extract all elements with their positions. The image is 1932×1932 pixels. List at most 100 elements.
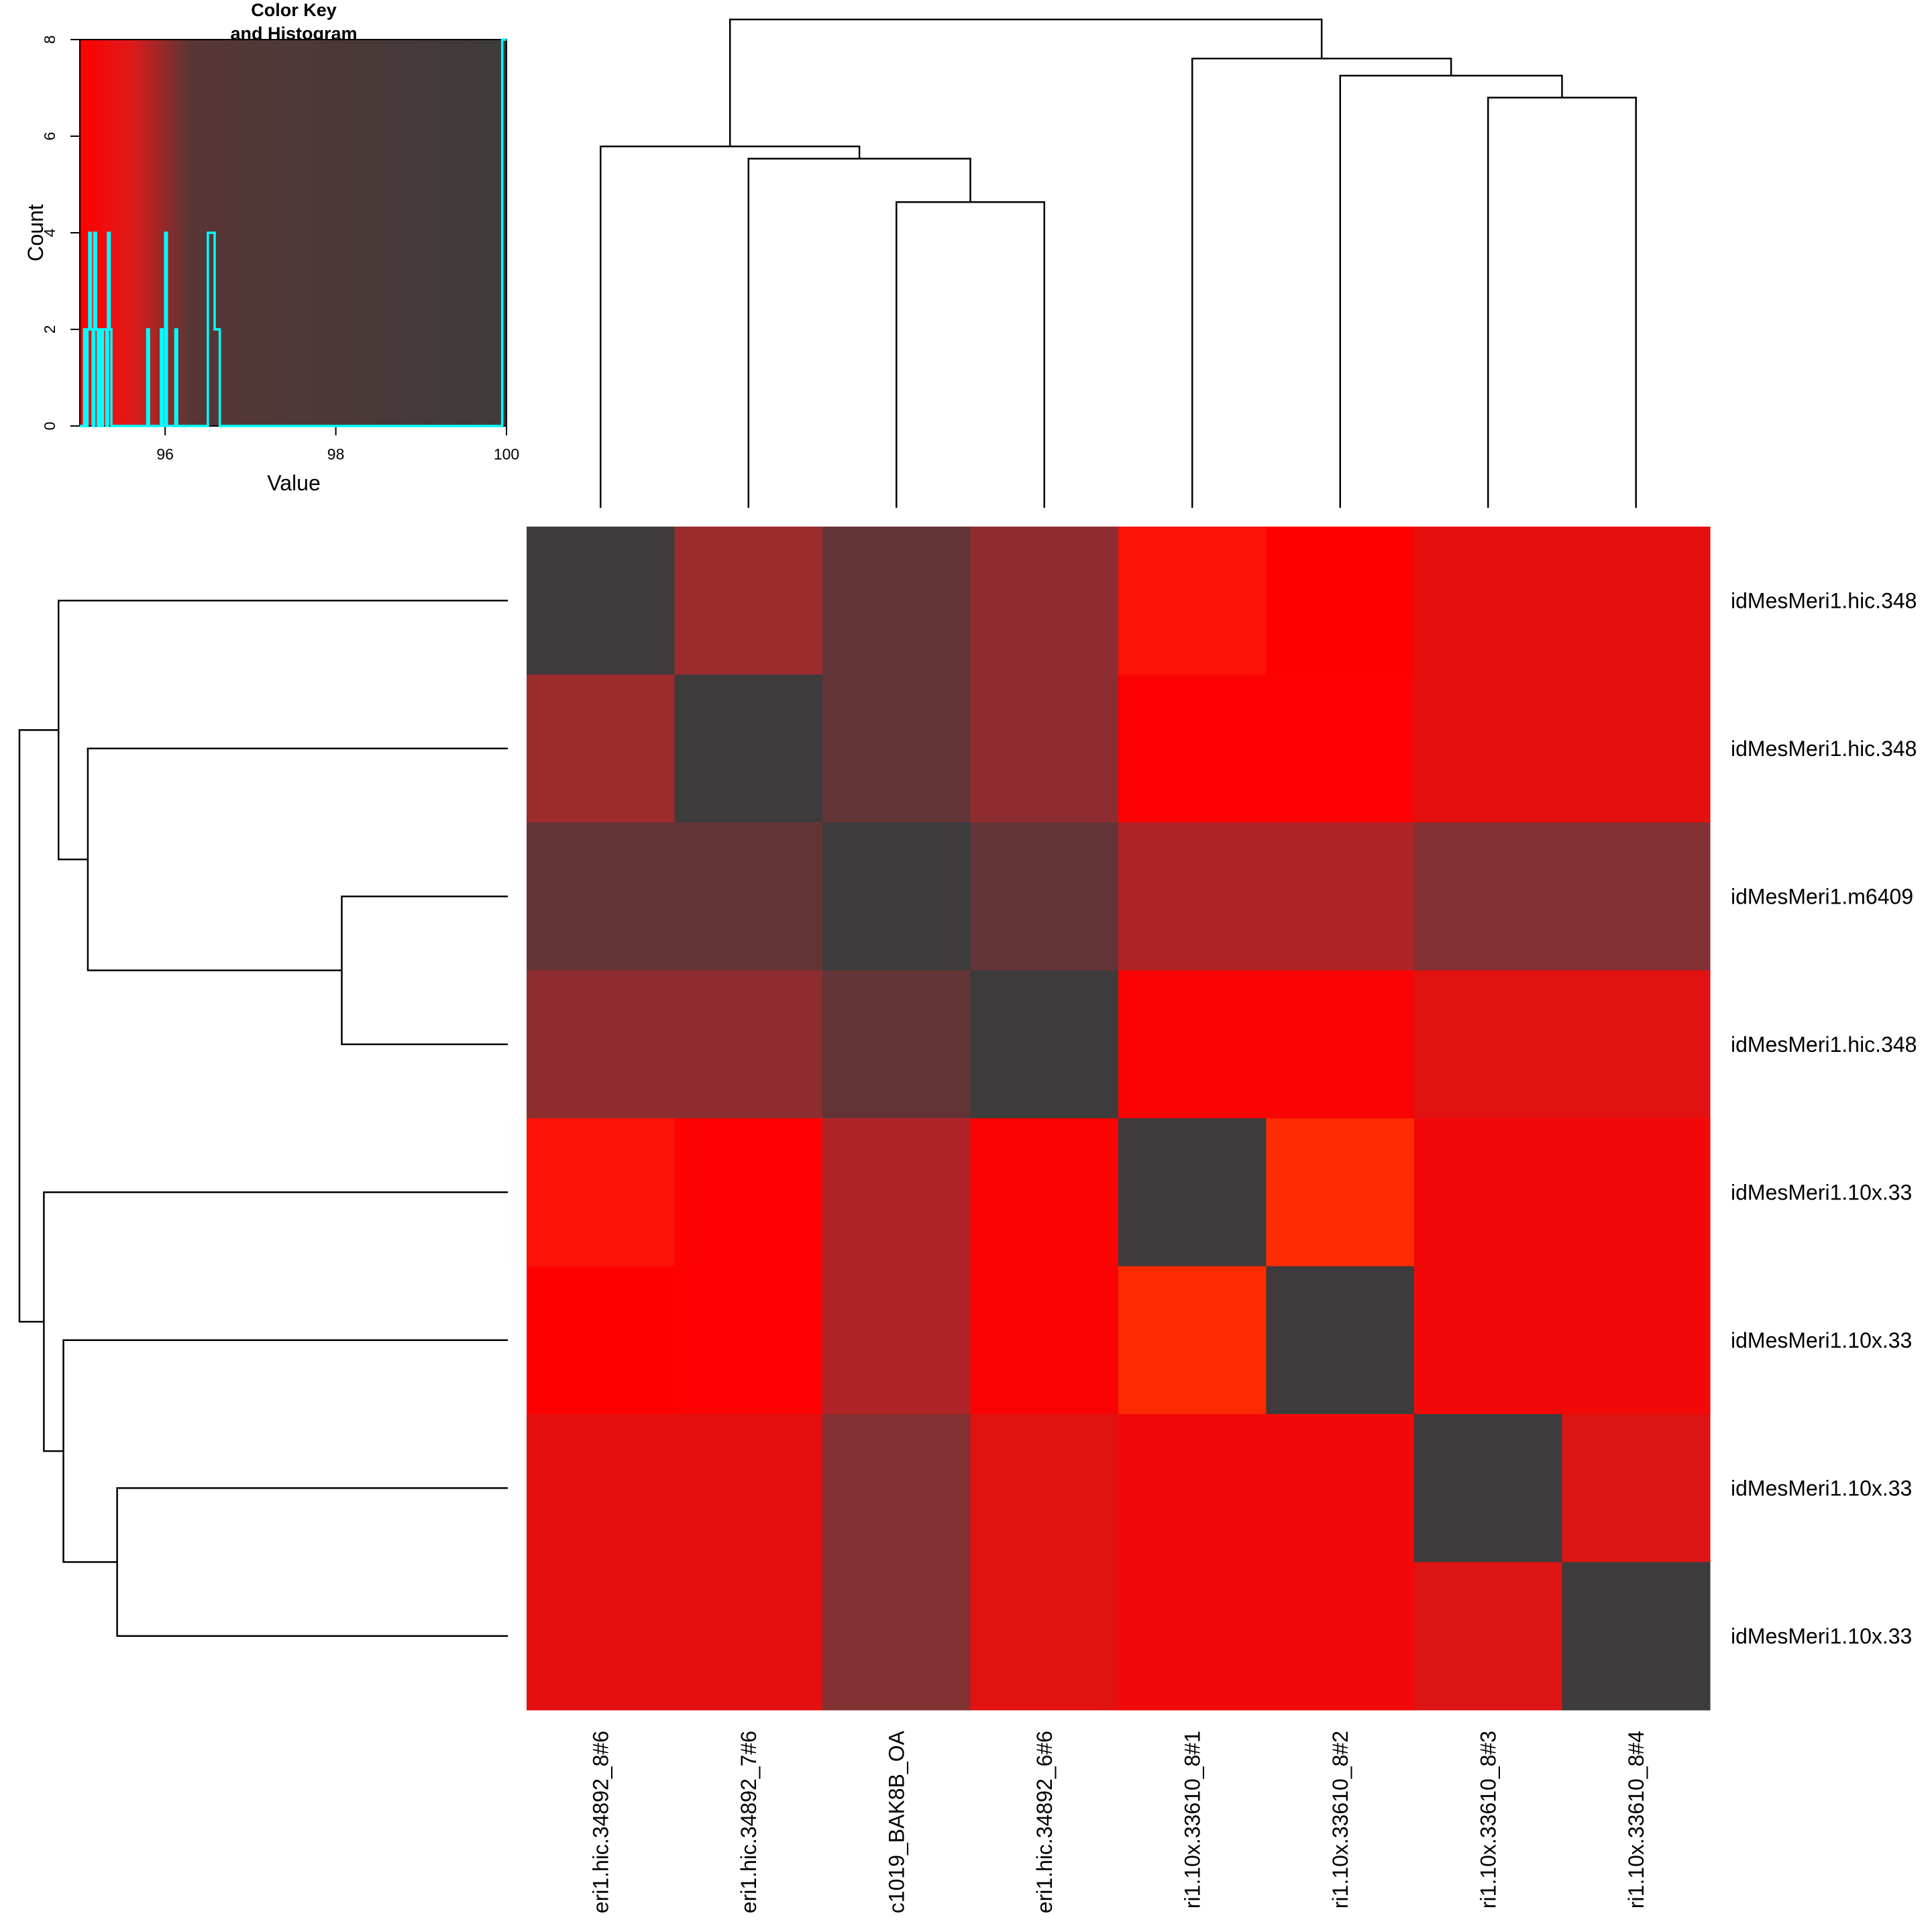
heatmap-cell-r7-c1: [527, 1414, 676, 1563]
heatmap-cell-r6-c2: [674, 1266, 823, 1415]
dendrogram-branch: [1339, 74, 1563, 508]
dendrogram-branch: [18, 729, 59, 1323]
heatmap-cell-r2-c3: [822, 674, 971, 823]
heatmap-cell-r8-c2: [674, 1562, 823, 1711]
heatmap-cell-r3-c2: [674, 822, 823, 971]
heatmap-cell-r2-c1: [527, 674, 676, 823]
heatmap-cell-r1-c5: [1118, 527, 1267, 676]
heatmap-cell-r8-c4: [970, 1562, 1119, 1711]
heatmap-cell-r4-c8: [1562, 970, 1711, 1119]
heatmap-cell-r2-c4: [970, 674, 1119, 823]
row-label: idMesMeri1.10x.33: [1731, 1624, 1912, 1648]
column-label: c1019_BAK8B_OA: [884, 1730, 908, 1913]
dendrogram-branch: [600, 146, 861, 508]
heatmap-cell-r8-c5: [1118, 1562, 1267, 1711]
heatmap-cell-r5-c8: [1562, 1118, 1711, 1267]
heatmap-cell-r7-c5: [1118, 1414, 1267, 1563]
heatmap-cell-r3-c3: [822, 822, 971, 971]
heatmap-cell-r3-c5: [1118, 822, 1267, 971]
heatmap-cell-r8-c3: [822, 1562, 971, 1711]
histogram-line: [80, 38, 506, 427]
heatmap-cell-r4-c5: [1118, 970, 1267, 1119]
color-key-y-tick-label: 8: [41, 36, 58, 44]
heatmap-cell-r4-c2: [674, 970, 823, 1119]
dendrogram-branch: [896, 201, 1045, 508]
heatmap-cell-r1-c8: [1562, 527, 1711, 676]
heatmap-cell-r6-c8: [1562, 1266, 1711, 1415]
heatmap-cell-r6-c7: [1414, 1266, 1563, 1415]
color-key-y-tick-label: 6: [41, 132, 58, 141]
heatmap-cell-r6-c5: [1118, 1266, 1267, 1415]
dendrogram-branch: [116, 1487, 508, 1637]
heatmap-cell-r2-c5: [1118, 674, 1267, 823]
heatmap-cell-r7-c3: [822, 1414, 971, 1563]
color-key-xlabel: Value: [267, 471, 320, 495]
heatmap-cell-r5-c6: [1266, 1118, 1415, 1267]
heatmap-cell-r5-c2: [674, 1118, 823, 1267]
column-label: eri1.hic.34892_8#6: [588, 1731, 612, 1913]
column-label: ri1.10x.33610_8#1: [1180, 1731, 1204, 1909]
dendrogram-branch: [57, 600, 508, 861]
heatmap-cell-r1-c6: [1266, 527, 1415, 676]
heatmap-cell-r3-c8: [1562, 822, 1711, 971]
heatmap-cell-r4-c1: [527, 970, 676, 1119]
heatmap-cell-r8-c6: [1266, 1562, 1415, 1711]
heatmap-cell-r7-c7: [1414, 1414, 1563, 1563]
row-label: idMesMeri1.m6409: [1731, 884, 1913, 908]
heatmap-cell-r1-c2: [674, 527, 823, 676]
dendrogram-branch: [87, 747, 508, 971]
color-key-histogram-line: [80, 38, 506, 427]
heatmap-cell-r5-c4: [970, 1118, 1119, 1267]
heatmap-cell-r2-c8: [1562, 674, 1711, 823]
heatmap-cell-r6-c1: [527, 1266, 676, 1415]
column-label: ri1.10x.33610_8#3: [1476, 1731, 1500, 1909]
column-label: ri1.10x.33610_8#2: [1328, 1731, 1352, 1909]
color-key-x-tick-label: 98: [327, 445, 345, 463]
color-key-ylabel: Count: [23, 204, 48, 262]
color-key-x-tick-label: 100: [494, 445, 519, 463]
column-labels: eri1.hic.34892_8#6 eri1.hic.34892_7#6 c101…: [588, 1730, 1648, 1913]
heatmap-cells: [527, 527, 1711, 1711]
column-label: eri1.hic.34892_6#6: [1032, 1731, 1057, 1913]
heatmap-cell-r7-c4: [970, 1414, 1119, 1563]
row-label: idMesMeri1.10x.33: [1731, 1328, 1912, 1352]
heatmap-cell-r1-c3: [822, 527, 971, 676]
color-key-y-tick-label: 4: [41, 228, 58, 237]
color-key-gradient: [80, 40, 506, 426]
heatmap-cell-r7-c6: [1266, 1414, 1415, 1563]
heatmap-cell-r3-c7: [1414, 822, 1563, 971]
row-label: idMesMeri1.hic.348: [1731, 1032, 1917, 1057]
heatmap-cell-r4-c4: [970, 970, 1119, 1119]
heatmap-cell-r7-c8: [1562, 1414, 1711, 1563]
column-label: ri1.10x.33610_8#4: [1624, 1731, 1648, 1909]
dendrogram-branch: [62, 1339, 508, 1563]
column-label: eri1.hic.34892_7#6: [737, 1731, 761, 1913]
heatmap-cell-r5-c7: [1414, 1118, 1563, 1267]
color-key-title-line-1: Color Key: [251, 0, 337, 20]
dendrogram-branch: [1487, 97, 1637, 508]
row-labels: idMesMeri1.hic.348 idMesMeri1.hic.348 idMe…: [1731, 588, 1917, 1648]
dendrogram-branch: [43, 1191, 508, 1452]
heatmap-cell-r6-c6: [1266, 1266, 1415, 1415]
dendrogram-branch: [1191, 57, 1452, 508]
heatmap-cell-r5-c1: [527, 1118, 676, 1267]
heatmap-cell-r2-c7: [1414, 674, 1563, 823]
heatmap-cell-r2-c2: [674, 674, 823, 823]
heatmap-cell-r3-c1: [527, 822, 676, 971]
row-label: idMesMeri1.hic.348: [1731, 737, 1917, 761]
dendrogram-branch: [729, 18, 1323, 147]
heatmap-cell-r7-c2: [674, 1414, 823, 1563]
heatmap-cell-r8-c7: [1414, 1562, 1563, 1711]
dendrogram-branch: [747, 158, 971, 508]
row-label: idMesMeri1.hic.348: [1731, 588, 1917, 612]
dendrogram-branch: [341, 896, 508, 1045]
color-key-y-tick-label: 2: [41, 325, 58, 334]
heatmap-cell-r8-c8: [1562, 1562, 1711, 1711]
heatmap-cell-r4-c6: [1266, 970, 1415, 1119]
heatmap-cell-r4-c7: [1414, 970, 1563, 1119]
heatmap-cell-r6-c3: [822, 1266, 971, 1415]
heatmap-cell-r1-c7: [1414, 527, 1563, 676]
heatmap-cell-r1-c1: [527, 527, 676, 676]
row-dendrogram: [18, 600, 508, 1637]
